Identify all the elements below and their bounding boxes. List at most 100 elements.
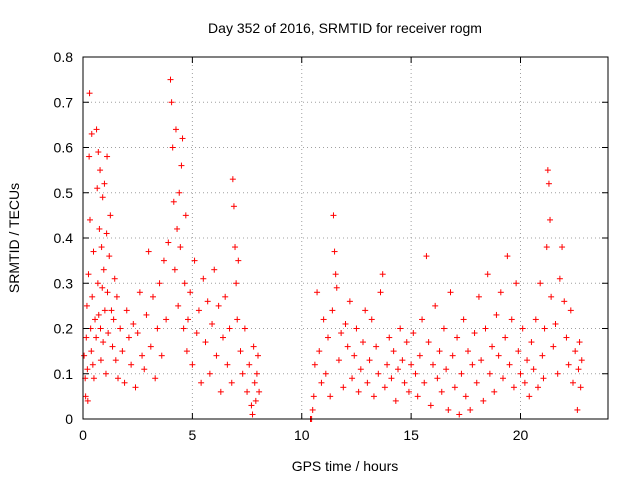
data-point [545,180,552,187]
data-point [386,334,393,341]
data-point [576,339,583,346]
axis-ticks: 0 5 10 15 20 0 0.1 0.2 0.3 0.4 0.5 0.6 0.7 0.8 [54,49,608,443]
data-point [384,361,391,368]
data-point [311,361,318,368]
data-point [108,307,115,314]
data-point [338,330,345,337]
data-point [125,334,132,341]
data-point [169,144,176,151]
y-tick-label: 0.4 [54,230,74,246]
data-point [449,352,456,359]
data-point [408,361,415,368]
x-tick-label: 20 [513,427,529,443]
data-point [134,330,141,337]
data-point [357,366,364,373]
data-point [229,176,236,183]
data-point [541,325,548,332]
data-point [193,330,200,337]
data-point [480,397,487,404]
data-point [209,320,216,327]
data-point [392,397,399,404]
data-point [152,375,159,382]
data-point [178,162,185,169]
data-point [113,293,120,300]
data-point [202,339,209,346]
data-point [82,393,89,400]
data-point [191,257,198,264]
y-tick-label: 0.7 [54,94,74,110]
data-point [217,388,224,395]
y-tick-label: 0.6 [54,140,74,156]
data-point [438,388,445,395]
y-tick-label: 0.2 [54,321,74,337]
data-point [375,370,382,377]
data-point [167,76,174,83]
data-point [232,244,239,251]
data-point [101,307,108,314]
data-point [99,194,106,201]
data-point [95,311,102,318]
data-point [421,379,428,386]
x-tick-label: 0 [79,427,87,443]
data-point [443,366,450,373]
data-point [497,289,504,296]
data-point [575,366,582,373]
data-point [570,379,576,386]
data-point [486,370,493,377]
data-point [235,257,242,264]
data-point [83,334,90,341]
data-point [170,198,177,205]
data-point [215,302,222,309]
data-point [377,289,384,296]
data-point [403,339,410,346]
y-tick-label: 0.5 [54,185,74,201]
data-point [544,167,551,174]
data-point [154,325,161,332]
data-point [364,379,371,386]
data-point [119,348,126,355]
data-point [519,325,526,332]
data-point [331,248,338,255]
data-point [388,375,395,382]
plot-frame [82,56,609,420]
data-point [163,316,170,323]
data-point [95,149,102,156]
data-point [145,248,152,255]
data-point [543,244,550,251]
data-point [373,343,380,350]
grid [83,57,608,419]
data-point [458,370,465,377]
data-point [554,370,561,377]
data-point [535,384,541,391]
data-point [320,316,327,323]
data-point [342,320,349,327]
data-point [224,361,231,368]
data-point [179,135,186,142]
data-point [195,307,202,314]
data-point [103,230,110,237]
data-point [92,316,99,323]
data-point [489,343,496,350]
data-point [156,280,163,287]
data-point [349,375,356,382]
data-point [353,325,360,332]
data-point [395,366,401,373]
data-point [517,370,524,377]
data-point [436,348,443,355]
x-tick-label: 15 [403,427,419,443]
data-point [89,293,96,300]
data-point [100,339,107,346]
data-point [513,280,520,287]
data-point [237,348,244,355]
data-point [239,370,246,377]
data-point [370,393,377,400]
data-point [447,289,454,296]
data-point [147,343,154,350]
data-point [330,212,337,219]
data-point [547,216,554,223]
data-point [532,316,539,323]
data-point [316,348,323,355]
data-point [469,361,476,368]
data-point [471,330,478,337]
data-point [181,280,188,287]
